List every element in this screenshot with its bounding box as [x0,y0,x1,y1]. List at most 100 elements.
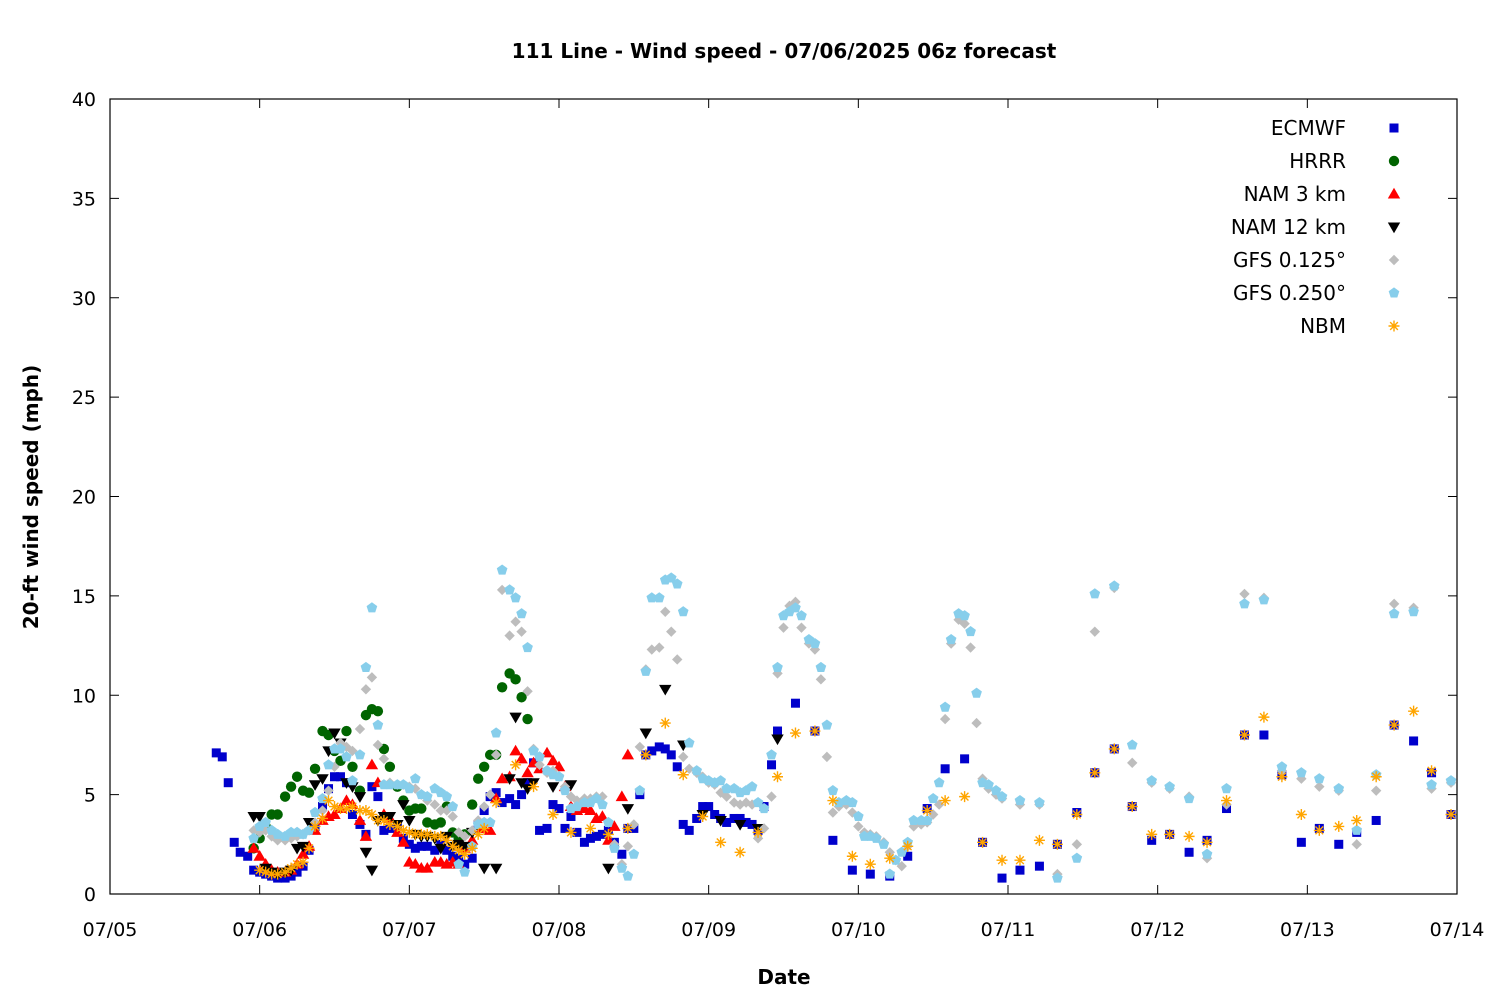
nbm-point [1445,809,1457,820]
gfs-0-125-point [466,825,478,836]
nam-3-km-point [397,836,410,847]
nbm-point [391,820,403,832]
ecmwf-point [572,827,582,837]
ecmwf-point [960,754,970,764]
nam-12-km-point [771,734,784,746]
gfs-0-125-point [435,805,446,816]
gfs-0-250-point [447,800,459,812]
nam-12-km-point [602,863,615,875]
legend-label-nbm: NBM [1300,314,1346,338]
x-tick-label: 07/12 [1130,919,1185,941]
gfs-0-125-point [654,642,665,653]
gfs-0-250-point [248,832,260,843]
gfs-0-125-point [1239,588,1250,600]
nam-12-km-point [733,819,747,831]
gfs-0-250-point [945,634,957,645]
nam-3-km-point [359,830,373,841]
ecmwf-point [579,837,589,847]
gfs-0-250-point [766,749,777,760]
x-tick-label: 07/09 [681,919,736,941]
nam-12-km-point [403,815,416,827]
nbm-point [1071,809,1083,820]
gfs-0-125-point [666,626,677,637]
y-tick-label: 0 [84,884,96,906]
ecmwf-point [416,841,426,851]
gfs-0-125-point [766,791,777,802]
gfs-0-250-point [354,749,366,760]
nbm-point [366,809,378,820]
gfs-0-125-point [372,739,384,751]
gfs-0-125-point [490,749,502,761]
nbm-point [466,842,478,854]
gfs-0-250-point [528,745,539,756]
nbm-point [329,801,340,813]
gfs-0-125-point [272,835,283,846]
gfs-0-250-point [347,775,358,786]
gfs-0-125-point [853,821,864,832]
nam-12-km-point [509,712,522,724]
gfs-0-250-point [1296,767,1307,778]
hrrr-point [466,799,478,810]
nbm-point [939,795,951,807]
nbm-point [772,771,784,783]
gfs-0-125-point [478,801,490,812]
nbm-point [1295,809,1307,820]
gfs-0-125-point [1071,839,1083,850]
ecmwf-point [997,873,1007,883]
nam-3-km-point [621,748,635,760]
nam-12-km-point [308,780,322,791]
hrrr-point [279,791,291,802]
gfs-0-250-point [341,751,352,762]
gfs-0-125-point [815,674,827,685]
gfs-0-125-point [504,630,515,641]
nbm-point [459,848,471,860]
nbm-point [697,810,709,822]
ecmwf-point [422,841,432,851]
ecmwf-point [1184,847,1194,857]
ecmwf-point [790,698,800,708]
ecmwf-point [828,835,838,845]
gfs-0-250-point [522,641,533,653]
legend-marker-nam-3-km [1387,187,1401,199]
nam-12-km-point [434,843,447,855]
ecmwf-point [678,819,688,829]
gfs-0-125-point [360,684,372,695]
gfs-0-250-point [1258,594,1270,605]
nbm-point [303,842,315,854]
nbm-point [809,725,821,737]
nam-3-km-point [608,820,621,831]
gfs-0-250-point [746,781,758,792]
gfs-0-250-point [715,775,726,786]
gfs-0-250-point [597,798,608,810]
nbm-point [864,858,876,870]
gfs-0-250-point [847,796,858,808]
nbm-point [490,797,502,809]
gfs-0-250-point [908,814,920,825]
y-tick-label: 20 [72,487,96,509]
gfs-0-250-point [372,719,384,730]
nbm-point [659,717,671,729]
nbm-point [415,828,427,840]
gfs-0-250-point [534,751,545,762]
gfs-0-250-point [496,564,508,575]
gfs-0-250-point [459,866,471,877]
legend-marker-nbm [1388,320,1400,332]
ecmwf-point [223,778,233,788]
ecmwf-point [654,742,664,752]
gfs-0-125-point [827,807,839,818]
gfs-0-250-point [665,572,677,583]
nam-3-km-point [409,857,422,869]
gfs-0-250-point [616,862,628,873]
gfs-0-250-point [971,687,982,698]
gfs-0-250-point [1034,796,1045,808]
gfs-0-250-point [933,777,945,788]
nbm-point [1276,771,1288,783]
y-tick-label: 10 [72,685,96,707]
ecmwf-point [430,845,440,855]
y-tick-label: 15 [72,586,96,608]
ecmwf-point [666,750,676,760]
nbm-point [1388,719,1400,731]
nbm-point [372,814,384,826]
ecmwf-point [243,851,253,861]
nam-12-km-point [383,812,397,823]
